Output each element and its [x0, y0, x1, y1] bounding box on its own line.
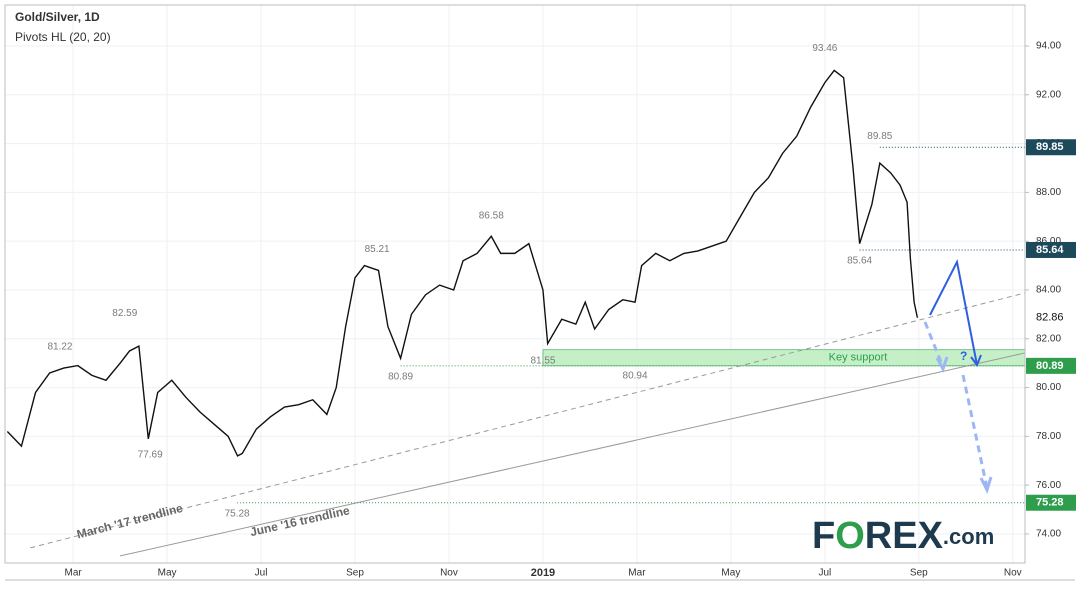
- chart-subtitle: Pivots HL (20, 20): [15, 30, 111, 44]
- trendline: [30, 292, 1026, 549]
- y-tick-label: 86.00: [1036, 236, 1061, 247]
- x-tick-label: Jul: [255, 568, 268, 579]
- support-zone: [542, 349, 1026, 367]
- x-tick-label: Mar: [628, 568, 646, 579]
- y-tick-label: 92.00: [1036, 89, 1061, 100]
- pivot-label: 82.59: [112, 308, 137, 319]
- level-label: 75.28: [1036, 497, 1064, 509]
- pivot-label: 93.46: [812, 43, 837, 54]
- pivot-label: 89.85: [867, 131, 892, 142]
- pivot-label: 85.64: [847, 256, 872, 267]
- level-box: [1026, 357, 1076, 374]
- logo-part: F: [812, 515, 835, 557]
- y-tick-label: 84.00: [1036, 285, 1061, 296]
- pivot-label: 80.89: [388, 371, 413, 382]
- last-price-label: 82.86: [1036, 312, 1064, 324]
- pivot-label: 77.69: [138, 450, 163, 461]
- level-box: [1026, 139, 1076, 156]
- last-price-box: [1026, 309, 1076, 326]
- question-mark: ?: [960, 349, 967, 363]
- pivot-label: 86.58: [479, 211, 504, 222]
- pivot-label: 81.55: [530, 355, 555, 366]
- x-tick-label: 2019: [531, 567, 555, 579]
- x-tick-label: Sep: [910, 568, 928, 579]
- arrow-head: [935, 356, 993, 495]
- logo-part: O: [835, 515, 865, 557]
- y-tick-label: 78.00: [1036, 431, 1061, 442]
- x-tick-label: May: [158, 568, 177, 579]
- level-box: [1026, 241, 1076, 258]
- x-tick-label: Nov: [1004, 568, 1022, 579]
- trendline: [119, 352, 1026, 557]
- support-label: Key support: [829, 352, 888, 364]
- pivot-label: 80.94: [623, 370, 648, 381]
- y-tick-label: 94.00: [1036, 41, 1061, 52]
- x-tick-label: Sep: [346, 568, 364, 579]
- y-tick-label: 80.00: [1036, 382, 1061, 393]
- x-tick-label: Mar: [65, 568, 83, 579]
- y-tick-label: 88.00: [1036, 187, 1061, 198]
- arrow-head: [970, 354, 982, 368]
- projection-arrow: [929, 258, 978, 366]
- pivot-label: 85.21: [365, 244, 390, 255]
- pivot-label: 75.28: [225, 508, 250, 519]
- level-label: 80.89: [1036, 360, 1064, 372]
- plot-frame: [4, 4, 1026, 564]
- x-tick-label: Nov: [440, 568, 458, 579]
- chart-title: Gold/Silver, 1D: [15, 10, 100, 24]
- level-label: 89.85: [1036, 141, 1064, 153]
- x-tick-label: Jul: [818, 568, 831, 579]
- logo-part: REX: [865, 515, 944, 557]
- x-tick-label: May: [721, 568, 740, 579]
- logo: FOREX.com: [812, 515, 994, 557]
- level-box: [1026, 494, 1076, 511]
- y-tick-label: 74.00: [1036, 529, 1061, 540]
- y-tick-label: 76.00: [1036, 480, 1061, 491]
- grid: [5, 5, 1025, 563]
- price-line: [6, 69, 919, 457]
- y-tick-label: 82.00: [1036, 333, 1061, 344]
- level-label: 85.64: [1036, 244, 1064, 256]
- projection-dashed-arrow: [923, 321, 989, 489]
- pivot-label: 81.22: [47, 341, 72, 352]
- logo-part: .com: [943, 524, 994, 549]
